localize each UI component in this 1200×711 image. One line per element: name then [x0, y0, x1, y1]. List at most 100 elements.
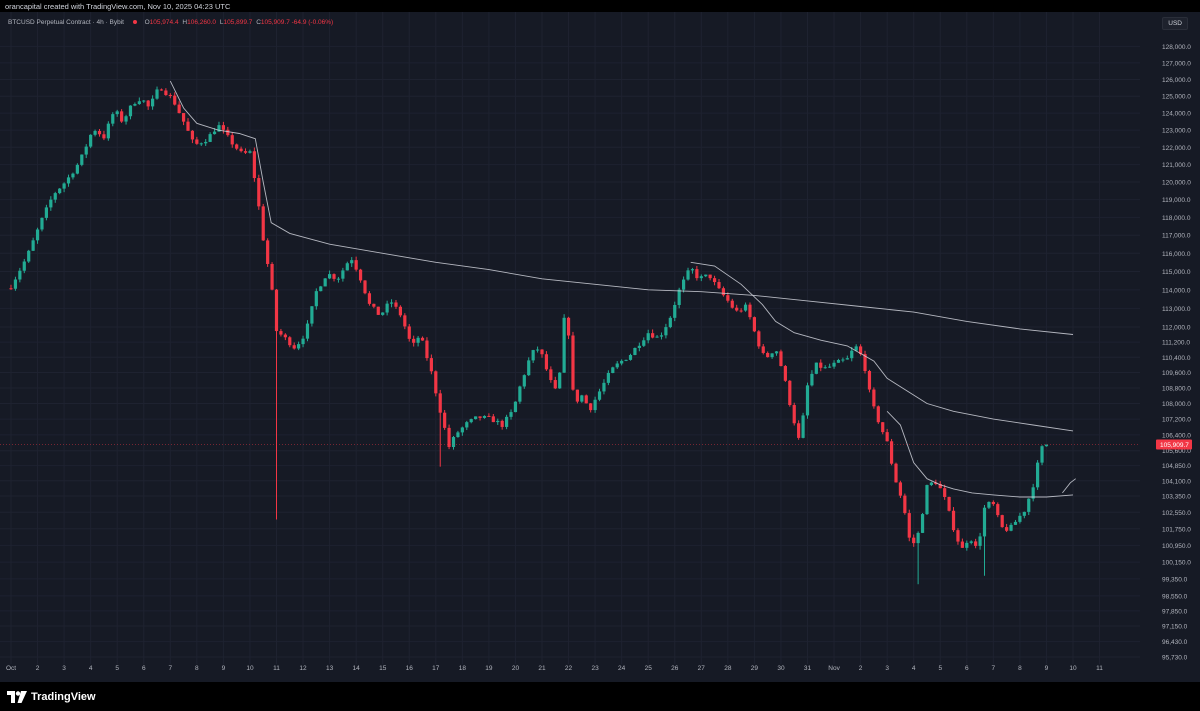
candle-body	[474, 416, 478, 420]
candle	[943, 484, 947, 500]
candle	[438, 389, 442, 467]
candle	[819, 359, 823, 372]
candle-body	[823, 367, 827, 369]
x-tick-label: 19	[485, 665, 493, 672]
ma-line-1	[169, 80, 1074, 335]
candle-body	[553, 380, 557, 389]
y-tick-label: 95,730.0	[1162, 654, 1188, 661]
candle	[310, 306, 314, 327]
x-tick-label: 3	[885, 665, 889, 672]
candle-body	[1013, 521, 1018, 525]
candle	[336, 276, 341, 283]
candle	[593, 396, 597, 413]
tradingview-logo-icon	[7, 690, 27, 703]
candle-body	[257, 178, 261, 207]
y-tick-label: 104,850.0	[1162, 463, 1191, 470]
candle-body	[969, 541, 973, 543]
x-tick-label: 6	[142, 665, 146, 672]
candle-body	[624, 359, 628, 361]
candle	[797, 420, 801, 440]
candle	[982, 504, 987, 576]
x-tick-label: 24	[618, 665, 626, 672]
legend-close: 105,909.7	[260, 19, 290, 26]
candle	[128, 105, 133, 120]
candle	[947, 496, 951, 512]
candle-body	[571, 335, 575, 390]
x-tick-label: 9	[1045, 665, 1049, 672]
y-tick-label: 117,000.0	[1162, 233, 1191, 240]
candle-body	[916, 532, 920, 544]
candle-body	[836, 359, 841, 363]
candle-body	[566, 317, 571, 336]
candle	[115, 109, 119, 117]
candle-body	[1044, 444, 1049, 447]
candle-body	[372, 303, 376, 307]
candle-body	[252, 151, 256, 179]
candle-body	[845, 358, 849, 360]
y-tick-label: 109,600.0	[1162, 370, 1191, 377]
candle-body	[75, 164, 79, 174]
candle-body	[761, 346, 765, 353]
candle-body	[155, 89, 159, 99]
x-tick-label: 5	[115, 665, 119, 672]
candle-body	[478, 416, 482, 418]
candle-body	[682, 279, 686, 290]
candle	[22, 258, 26, 274]
candle-body	[978, 536, 982, 546]
candle-body	[584, 395, 588, 404]
x-tick-label: 31	[804, 665, 812, 672]
candle-body	[686, 270, 690, 280]
x-tick-label: 2	[859, 665, 863, 672]
candle	[372, 303, 376, 309]
candle	[1027, 498, 1031, 516]
candle-body	[805, 385, 810, 416]
candle	[66, 174, 71, 187]
candle-body	[159, 89, 164, 91]
candle-body	[580, 395, 584, 402]
candle-body	[425, 340, 429, 359]
candle	[208, 132, 212, 143]
y-tick-label: 100,150.0	[1162, 560, 1191, 567]
candle	[443, 410, 447, 430]
y-tick-label: 120,000.0	[1162, 180, 1191, 187]
candle	[708, 274, 712, 281]
candle-body	[137, 101, 141, 105]
candle-body	[416, 337, 420, 343]
candle	[978, 532, 982, 550]
candle-body	[53, 193, 57, 200]
candle-body	[766, 352, 770, 358]
candle-body	[832, 362, 836, 367]
candle-body	[898, 482, 903, 496]
candle	[805, 382, 810, 419]
candle-body	[323, 278, 327, 287]
price-tag-label: 105,909.7	[1160, 442, 1189, 449]
candle	[642, 337, 646, 348]
candle-body	[248, 151, 252, 153]
tradingview-logo[interactable]: TradingView	[7, 690, 96, 703]
candle-body	[659, 335, 664, 337]
candle	[774, 351, 779, 356]
candle-body	[1031, 487, 1035, 499]
candle	[580, 394, 584, 403]
candle	[425, 337, 429, 361]
candle	[606, 370, 610, 386]
y-tick-label: 125,000.0	[1162, 94, 1191, 101]
currency-button[interactable]: USD	[1162, 17, 1188, 30]
candle	[721, 286, 726, 297]
candle	[279, 328, 283, 337]
candle-body	[509, 412, 513, 417]
candle-body	[611, 367, 615, 374]
candle-body	[394, 302, 398, 307]
candle	[624, 359, 628, 362]
candle	[142, 100, 146, 103]
candle-body	[297, 344, 301, 349]
candle	[664, 323, 668, 339]
candlestick-chart[interactable]: 128,000.0 127,000.0 126,000.0 125,000.0 124,…	[0, 12, 1200, 682]
candle	[540, 349, 544, 358]
x-tick-label: 26	[671, 665, 679, 672]
chart-legend: BTCUSD Perpetual Contract · 4h · Bybit O…	[8, 19, 333, 26]
chart-area[interactable]: 128,000.0 127,000.0 126,000.0 125,000.0 124,…	[0, 12, 1200, 682]
candle-body	[1009, 524, 1013, 531]
candle	[558, 372, 562, 389]
candle-body	[859, 346, 863, 355]
